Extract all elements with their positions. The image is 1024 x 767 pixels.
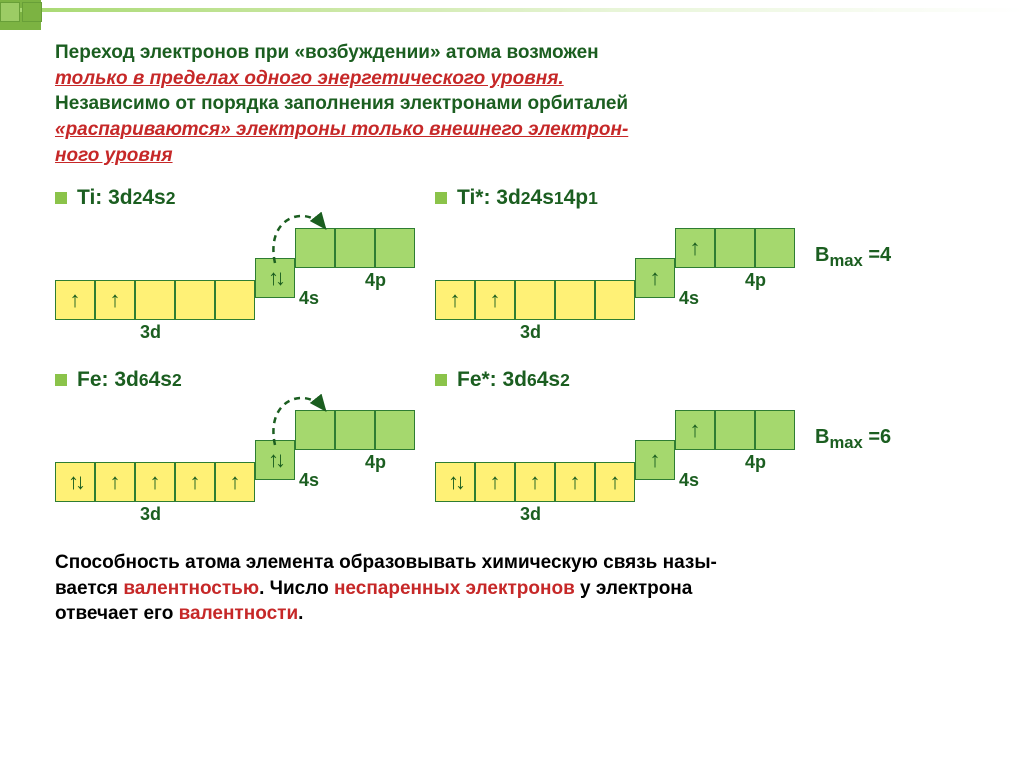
heading-em3: ного уровня bbox=[55, 145, 173, 166]
orbital-box bbox=[435, 280, 475, 320]
diagram-ti_excited: Ti*: 3d24s14p1 3d4s4p bbox=[435, 186, 795, 328]
heading-em2: «распариваются» электроны только внешнег… bbox=[55, 119, 628, 140]
diagram-fe_ground: Fe: 3d64s23d4s4p bbox=[55, 368, 415, 510]
orbital-box bbox=[95, 280, 135, 320]
vmax-ti: Вmax =4 bbox=[815, 244, 891, 271]
vmax-fe: Вmax =6 bbox=[815, 426, 891, 453]
orbital-box bbox=[215, 462, 255, 502]
orbital-box bbox=[595, 280, 635, 320]
excitation-arrow bbox=[250, 380, 390, 460]
orbital-box bbox=[515, 280, 555, 320]
orbital-box bbox=[435, 462, 475, 502]
orbital-box bbox=[755, 228, 795, 268]
config-label: Ti*: 3d24s14p1 bbox=[435, 186, 795, 210]
orbital-wrap: 3d4s4p bbox=[55, 400, 415, 510]
diagram-ti_ground: Ti: 3d24s23d4s4p bbox=[55, 186, 415, 328]
orbital-box bbox=[555, 462, 595, 502]
orbital-box bbox=[215, 280, 255, 320]
header-squares bbox=[0, 2, 42, 22]
footer-text: Способность атома элемента образовывать … bbox=[55, 550, 979, 627]
orbital-box bbox=[515, 462, 555, 502]
orbital-box bbox=[475, 280, 515, 320]
orbital-box bbox=[135, 462, 175, 502]
orbital-box bbox=[715, 410, 755, 450]
orbital-box bbox=[715, 228, 755, 268]
orbital-box bbox=[675, 228, 715, 268]
slide-heading: Переход электронов при «возбуждении» ато… bbox=[55, 40, 979, 168]
orbital-box bbox=[95, 462, 135, 502]
orbital-box bbox=[555, 280, 595, 320]
heading-em1: только в пределах одного энергетического… bbox=[55, 68, 564, 89]
excitation-arrow bbox=[250, 198, 390, 278]
orbital-wrap: 3d4s4p bbox=[435, 400, 795, 510]
orbital-box bbox=[635, 440, 675, 480]
header-stripe bbox=[0, 0, 1024, 30]
orbital-box bbox=[675, 410, 715, 450]
heading-line1: Переход электронов при «возбуждении» ато… bbox=[55, 42, 599, 63]
orbital-box bbox=[175, 280, 215, 320]
config-label: Fe*: 3d64s2 bbox=[435, 368, 795, 392]
orbital-wrap: 3d4s4p bbox=[55, 218, 415, 328]
heading-line2: Независимо от порядка заполнения электро… bbox=[55, 93, 628, 114]
orbital-diagrams: Ti: 3d24s23d4s4p Ti*: 3d24s14p1 3d4s4p Вmax… bbox=[55, 186, 979, 510]
diagram-fe_excited: Fe*: 3d64s2 3d4s4p bbox=[435, 368, 795, 510]
orbital-box bbox=[595, 462, 635, 502]
orbital-wrap: 3d4s4p bbox=[435, 218, 795, 328]
orbital-box bbox=[755, 410, 795, 450]
orbital-box bbox=[55, 280, 95, 320]
orbital-box bbox=[635, 258, 675, 298]
orbital-box bbox=[55, 462, 95, 502]
orbital-box bbox=[475, 462, 515, 502]
orbital-box bbox=[135, 280, 175, 320]
orbital-box bbox=[175, 462, 215, 502]
